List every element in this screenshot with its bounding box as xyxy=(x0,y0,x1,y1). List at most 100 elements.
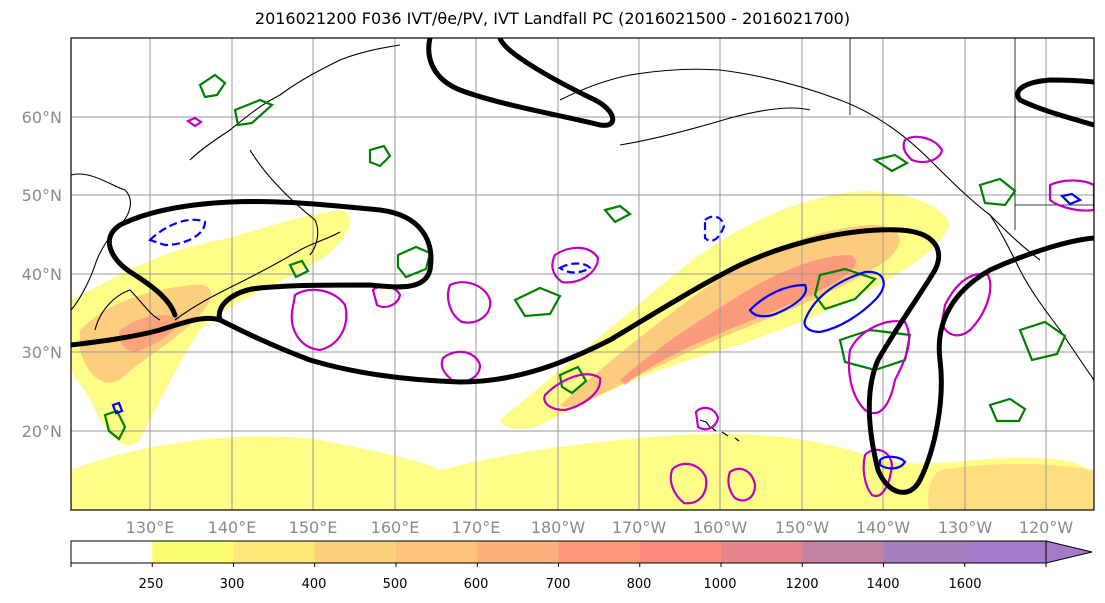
colorbar-label: 1000 xyxy=(703,577,736,592)
green-contour xyxy=(603,204,632,224)
lat-label-60n: 60°N xyxy=(22,108,62,127)
blue-contour xyxy=(111,401,124,415)
blue-contour xyxy=(748,283,808,318)
ivt-shade-subtropics-mid xyxy=(928,464,1094,510)
coastlines xyxy=(71,38,1094,442)
magenta-contour xyxy=(694,406,720,431)
colorbar-label: 500 xyxy=(383,577,408,592)
colorbar-label: 1400 xyxy=(866,577,899,592)
colorbar-label: 400 xyxy=(302,577,327,592)
colorbar-label: 300 xyxy=(220,577,245,592)
pv-contour-north xyxy=(426,38,615,128)
colorbar-label: 600 xyxy=(464,577,489,592)
lat-label-50n: 50°N xyxy=(22,186,62,205)
colorbar-label: 1600 xyxy=(948,577,981,592)
hawaii-islands xyxy=(699,419,740,442)
magenta-contour xyxy=(1048,179,1094,212)
pv-contour-main xyxy=(71,227,1094,495)
theta-e-contours xyxy=(103,73,1067,441)
green-contour xyxy=(198,73,227,99)
lon-label: 120°W xyxy=(1019,518,1074,537)
green-contour xyxy=(558,365,588,395)
magenta-contour xyxy=(940,272,992,337)
pv-contour-loop xyxy=(106,199,434,323)
green-contour xyxy=(1018,320,1067,362)
magenta-contour xyxy=(446,281,492,324)
lon-label: 140°W xyxy=(856,518,911,537)
blue-contour xyxy=(1059,192,1083,206)
lon-label: 160°E xyxy=(371,518,420,537)
coastline-north-america xyxy=(989,214,1094,381)
ivt-shade-central-core xyxy=(620,255,856,385)
ivt-shade-west xyxy=(71,210,351,446)
colorbar-segment xyxy=(802,541,884,563)
colorbar-segment xyxy=(71,541,153,563)
green-contour xyxy=(813,267,878,311)
magenta-contour xyxy=(862,448,894,498)
latitude-labels: 60°N 50°N 40°N 30°N 20°N xyxy=(22,108,62,441)
green-contour xyxy=(513,286,562,318)
blue-contour xyxy=(878,455,907,470)
colorbar-segment xyxy=(964,541,1047,563)
magenta-contours xyxy=(185,116,1094,505)
coastline-kamchatka xyxy=(189,44,401,256)
magenta-contour xyxy=(440,350,482,383)
coastline-japan xyxy=(174,231,341,321)
lon-label: 150°E xyxy=(289,518,338,537)
colorbar-segment xyxy=(721,541,803,563)
lon-label: 170°W xyxy=(612,518,667,537)
green-contour xyxy=(233,98,275,127)
magenta-contour xyxy=(551,246,600,284)
colorbar-segment xyxy=(314,541,397,563)
lon-label: 160°W xyxy=(693,518,748,537)
lon-label: 150°W xyxy=(775,518,830,537)
lat-label-30n: 30°N xyxy=(22,343,62,362)
colorbar-label: 800 xyxy=(627,577,652,592)
green-contour xyxy=(872,153,910,173)
coastline-bering-alaska xyxy=(559,68,1041,261)
lat-label-40n: 40°N xyxy=(22,265,62,284)
green-contour xyxy=(978,177,1017,207)
magenta-contour xyxy=(543,373,602,412)
map-frame xyxy=(70,37,1095,511)
blue-contours xyxy=(111,192,1083,470)
map-panel xyxy=(71,38,1094,510)
lon-label: 170°E xyxy=(452,518,501,537)
lat-label-20n: 20°N xyxy=(22,422,62,441)
longitude-labels: 130°E 140°E 150°E 160°E 170°E 180°W 170°… xyxy=(126,518,1074,537)
lon-label: 140°E xyxy=(208,518,257,537)
magenta-contour xyxy=(290,288,348,352)
green-contour xyxy=(368,144,392,168)
lon-label: 130°E xyxy=(126,518,175,537)
blue-contour xyxy=(803,270,885,334)
colorbar-extend-arrow xyxy=(1045,540,1093,564)
colorbar-segment xyxy=(639,541,722,563)
colorbar-label: 1200 xyxy=(785,577,818,592)
pv-contour-northeast xyxy=(1015,77,1094,128)
green-contour xyxy=(396,245,432,279)
colorbar xyxy=(70,540,1093,567)
blue-contour xyxy=(558,262,592,274)
magenta-contour xyxy=(902,135,944,164)
pv-contours xyxy=(71,38,1094,495)
green-contour xyxy=(288,259,310,279)
border-canada-us xyxy=(849,38,1094,230)
magenta-contour xyxy=(847,320,911,415)
blue-contour xyxy=(147,218,207,247)
green-contour xyxy=(988,397,1027,423)
colorbar-segment xyxy=(558,541,641,563)
blue-contour xyxy=(703,215,726,242)
map-title: 2016021200 F036 IVT/θe/PV, IVT Landfall … xyxy=(254,9,851,28)
magenta-contour xyxy=(727,467,757,502)
magenta-contour xyxy=(185,116,203,128)
colorbar-segment xyxy=(233,541,316,563)
magenta-contour xyxy=(669,462,708,505)
lon-label: 180°W xyxy=(531,518,586,537)
colorbar-labels: 250 300 400 500 600 700 800 1000 1200 14… xyxy=(139,577,982,592)
colorbar-segment xyxy=(152,541,234,563)
colorbar-label: 250 xyxy=(139,577,164,592)
colorbar-segment xyxy=(883,541,966,563)
colorbar-segment xyxy=(396,541,478,563)
colorbar-segment xyxy=(477,541,559,563)
